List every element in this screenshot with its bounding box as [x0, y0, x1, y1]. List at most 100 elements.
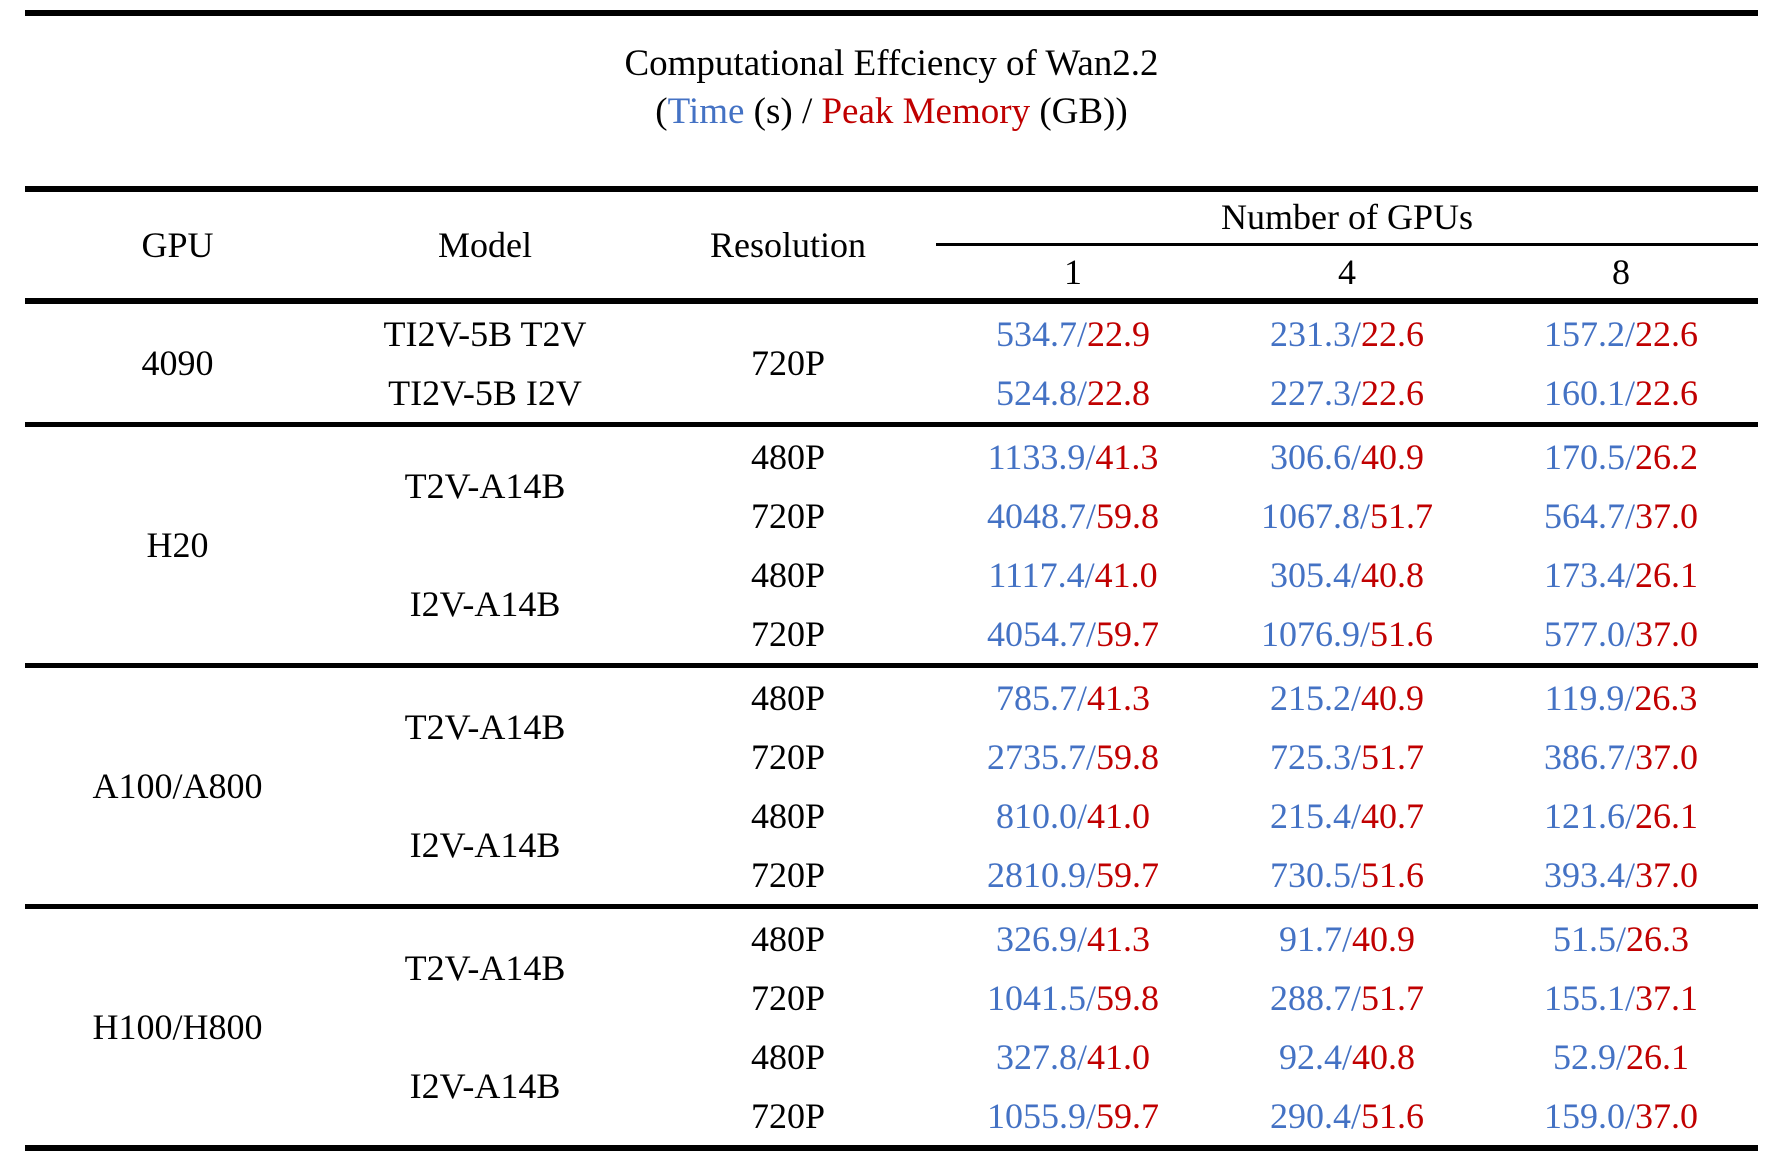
- title-paren-close: (GB)): [1030, 91, 1128, 132]
- memory-value: 51.6: [1370, 613, 1433, 654]
- memory-value: 40.9: [1361, 677, 1424, 718]
- header-number-of-gpus: Number of GPUs: [936, 189, 1759, 246]
- value-separator: /: [1625, 554, 1636, 595]
- time-value: 173.4: [1544, 554, 1625, 595]
- time-memory-cell: 51.5/26.3: [1484, 904, 1759, 968]
- time-memory-cell: 157.2/22.6: [1484, 301, 1758, 363]
- time-value: 157.2: [1544, 313, 1625, 354]
- gpu-cell: H20: [25, 422, 330, 666]
- resolution-cell: 720P: [750, 343, 826, 383]
- time-memory-cell: 121.6/26.1: [1484, 786, 1758, 845]
- time-memory-cell: 306.6/40.9: [1210, 422, 1484, 486]
- time-memory-cell: 534.7/22.9: [936, 301, 1210, 363]
- time-memory-cell: 1076.9/51.6: [1210, 604, 1484, 666]
- value-separator: /: [1076, 677, 1087, 718]
- efficiency-table: GPU Model Resolution Number of GPUs 1 4 …: [25, 186, 1759, 1151]
- time-value: 730.5: [1269, 854, 1351, 895]
- time-memory-cell: 215.2/40.9: [1210, 663, 1484, 727]
- model-cell: TI2V-5B I2V: [388, 372, 582, 413]
- table-row: A100/A800 T2V-A14B 480P 785.7/41.3 215.2/40.…: [25, 663, 1759, 907]
- table-row: H100/H800 T2V-A14B 480P 326.9/41.3 91.7/40.9…: [25, 904, 1759, 1148]
- time-memory-cell: 524.8/22.8: [936, 363, 1210, 425]
- table-header: GPU Model Resolution Number of GPUs 1 4 …: [25, 189, 1759, 304]
- time-value: 121.6: [1544, 795, 1625, 836]
- memory-value: 41.3: [1087, 918, 1150, 959]
- value-separator: /: [1350, 554, 1361, 595]
- resolution-cell: 720P: [750, 613, 826, 654]
- time-memory-cell: 1041.5/59.8: [936, 968, 1210, 1027]
- header-gpu-count-4: 4: [1210, 244, 1484, 304]
- memory-value: 26.1: [1635, 795, 1699, 836]
- value-separator: /: [1341, 918, 1352, 959]
- memory-value: 40.8: [1352, 1036, 1415, 1077]
- value-separator: /: [1085, 736, 1096, 777]
- time-memory-cell: 2810.9/59.7: [936, 845, 1210, 907]
- time-value: 4054.7: [986, 613, 1086, 654]
- memory-value: 22.9: [1087, 313, 1150, 354]
- time-memory-cell: 155.1/37.1: [1484, 968, 1758, 1027]
- time-memory-cell: 119.9/26.3: [1484, 663, 1759, 727]
- time-value: 227.3: [1269, 372, 1351, 413]
- memory-value: 41.0: [1087, 1036, 1150, 1077]
- value-separator: /: [1625, 795, 1636, 836]
- memory-value: 41.0: [1087, 795, 1150, 836]
- time-value: 288.7: [1269, 977, 1351, 1018]
- time-value: 2810.9: [986, 854, 1086, 895]
- time-value: 725.3: [1269, 736, 1351, 777]
- time-value: 215.2: [1269, 677, 1351, 718]
- model-cell: T2V-A14B: [330, 663, 640, 786]
- time-memory-cell: 305.4/40.8: [1210, 545, 1484, 604]
- time-memory-cell: 231.3/22.6: [1210, 301, 1484, 363]
- table-row: TI2V-5B I2V 524.8/22.8 227.3/22.6 160.1/22.…: [25, 363, 1758, 425]
- time-value: 306.6: [1269, 436, 1351, 477]
- time-memory-cell: 577.0/37.0: [1484, 604, 1758, 666]
- time-memory-cell: 160.1/22.6: [1484, 363, 1758, 425]
- time-value: 215.4: [1269, 795, 1351, 836]
- time-value: 386.7: [1544, 736, 1625, 777]
- memory-value: 59.8: [1096, 977, 1159, 1018]
- time-memory-cell: 1117.4/41.0: [936, 545, 1210, 604]
- value-separator: /: [1084, 554, 1095, 595]
- resolution-cell: 720P: [750, 736, 826, 777]
- table-row: 720P 4048.7/59.8 1067.8/51.7 564.7/37.0: [25, 486, 1758, 545]
- gpu-cell: A100/A800: [25, 663, 330, 907]
- memory-value: 26.3: [1626, 918, 1690, 959]
- memory-value: 22.6: [1635, 313, 1699, 354]
- value-separator: /: [1625, 313, 1636, 354]
- time-value: 524.8: [995, 372, 1077, 413]
- memory-value: 59.8: [1096, 495, 1159, 536]
- value-separator: /: [1350, 795, 1361, 836]
- value-separator: /: [1625, 613, 1636, 654]
- value-separator: /: [1625, 436, 1636, 477]
- time-value: 1067.8: [1260, 495, 1360, 536]
- time-memory-cell: 785.7/41.3: [936, 663, 1210, 727]
- value-separator: /: [1085, 854, 1096, 895]
- time-value: 92.4: [1278, 1036, 1342, 1077]
- header-gpu: GPU: [25, 189, 330, 304]
- header-gpu-count-8: 8: [1484, 244, 1759, 304]
- value-separator: /: [1085, 977, 1096, 1018]
- time-memory-cell: 92.4/40.8: [1210, 1027, 1484, 1086]
- time-value: 1076.9: [1260, 613, 1360, 654]
- memory-value: 51.7: [1370, 495, 1433, 536]
- value-separator: /: [1085, 436, 1096, 477]
- time-value: 534.7: [995, 313, 1077, 354]
- time-memory-cell: 288.7/51.7: [1210, 968, 1484, 1027]
- time-memory-cell: 730.5/51.6: [1210, 845, 1484, 907]
- time-memory-cell: 564.7/37.0: [1484, 486, 1758, 545]
- time-memory-cell: 326.9/41.3: [936, 904, 1210, 968]
- table-body: 4090 TI2V-5B T2V 720P 534.7/22.9 231.3/22.6 1…: [25, 301, 1759, 1148]
- model-cell: TI2V-5B T2V: [383, 313, 587, 354]
- time-memory-cell: 386.7/37.0: [1484, 727, 1758, 786]
- value-separator: /: [1350, 977, 1361, 1018]
- value-separator: /: [1359, 495, 1370, 536]
- time-value: 119.9: [1544, 677, 1625, 718]
- header-row-group: GPU Model Resolution Number of GPUs: [25, 189, 1759, 304]
- time-value: 1055.9: [986, 1095, 1086, 1136]
- time-memory-cell: 290.4/51.6: [1210, 1086, 1484, 1148]
- value-separator: /: [1076, 313, 1087, 354]
- header-row-counts: 1 4 8: [25, 244, 1759, 304]
- gpu-cell: 4090: [141, 343, 214, 383]
- resolution-cell: 480P: [750, 795, 826, 836]
- memory-value: 37.0: [1635, 736, 1699, 777]
